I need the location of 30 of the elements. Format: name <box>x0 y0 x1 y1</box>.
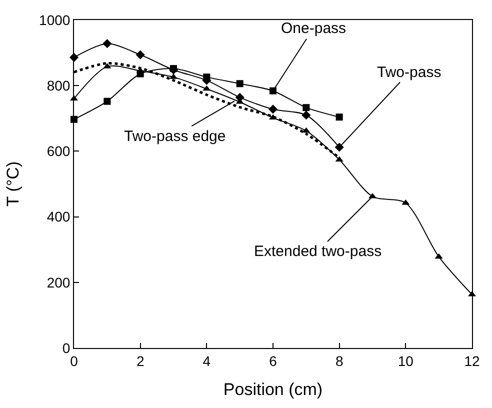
annotation: One-pass <box>281 20 346 37</box>
point <box>434 253 443 259</box>
x-tick-label: 2 <box>136 352 144 369</box>
annotation: Two-pass <box>377 64 442 81</box>
y-tick-label: 0 <box>62 340 70 356</box>
y-tick-label: 600 <box>46 143 70 160</box>
y-tick-label: 800 <box>46 78 70 94</box>
y-tick-label: 200 <box>46 274 70 290</box>
point <box>270 87 276 94</box>
point <box>136 50 145 60</box>
x-tick-label: 8 <box>335 352 344 369</box>
x-tick-label: 10 <box>398 352 414 369</box>
point <box>302 110 311 120</box>
y-tick-label: 400 <box>46 208 70 225</box>
point <box>104 98 111 105</box>
y-tick-label: 1000 <box>39 12 70 28</box>
annotation: Two-pass edge <box>124 128 226 145</box>
y-axis-title: T (°C) <box>4 161 23 207</box>
annotation: Extended two-pass <box>254 243 382 260</box>
point <box>236 80 244 88</box>
point <box>268 104 278 114</box>
point <box>202 85 211 91</box>
point <box>102 39 112 48</box>
point <box>302 104 310 112</box>
x-tick-label: 12 <box>464 352 480 369</box>
x-axis-title: Position (cm) <box>223 380 323 400</box>
point <box>302 127 310 133</box>
x-tick-label: 4 <box>202 352 211 369</box>
point <box>336 114 343 121</box>
x-tick-label: 6 <box>269 352 278 369</box>
